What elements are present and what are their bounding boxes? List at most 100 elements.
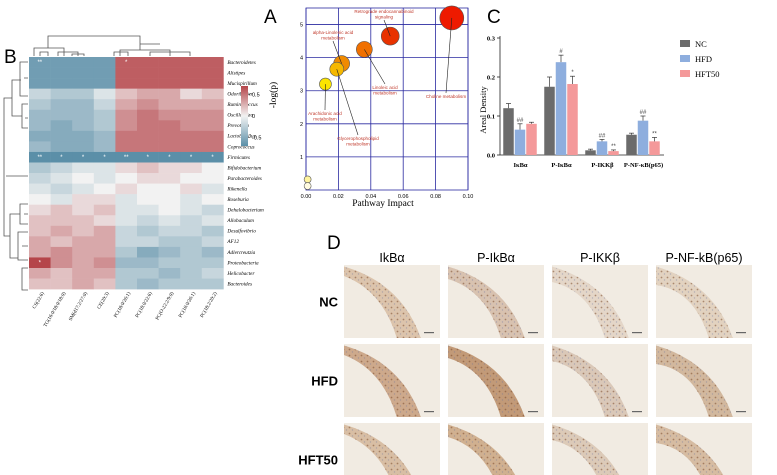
heatmap-cell	[29, 120, 51, 132]
heatmap-cell	[201, 183, 224, 195]
heatmap-cell	[93, 99, 116, 111]
heatmap-cells	[29, 57, 224, 290]
legend-label: HFD	[695, 54, 712, 64]
legend-swatch	[680, 55, 690, 62]
heatmap-cell	[137, 130, 159, 142]
heatmap-row-label: Bacteroidetes	[227, 60, 255, 66]
heatmap-cell	[93, 225, 116, 237]
ihc-tissue-texture	[448, 345, 525, 417]
heatmap-cell	[158, 162, 181, 174]
heatmap-cell	[180, 194, 203, 205]
heatmap-cell	[29, 278, 51, 290]
heatmap-cell	[29, 162, 51, 174]
heatmap-cell	[72, 236, 95, 248]
heatmap-cell	[158, 236, 181, 248]
heatmap-cell	[137, 215, 159, 227]
heatmap-column-labels: CS(22:6)TG(16:0/18:0/18:0) SM(d17:2/27:0)…	[32, 291, 218, 328]
ihc-tissue-texture	[344, 345, 421, 417]
heatmap-cell	[50, 99, 73, 111]
heatmap-cell	[158, 109, 181, 121]
heatmap-cell	[137, 278, 159, 290]
heatmap-column-label: PC(18:0/22:6)	[135, 291, 154, 319]
heatmap-cell	[158, 67, 181, 79]
heatmap-cell	[72, 268, 95, 279]
heatmap-cell	[93, 57, 116, 68]
heatmap-cell	[115, 99, 138, 111]
bubble-y-tick: 2	[300, 122, 303, 128]
heatmap-cell	[137, 236, 159, 248]
ihc-tissue-texture	[552, 266, 629, 338]
heatmap-cell	[93, 141, 116, 153]
heatmap-cell	[180, 99, 203, 111]
heatmap-cell	[158, 278, 181, 290]
heatmap-cell	[115, 151, 138, 163]
heatmap-cell	[72, 215, 95, 227]
heatmap-cell	[158, 173, 181, 184]
colorbar-tick-label: -0.5	[252, 135, 261, 141]
heatmap-cell	[180, 130, 203, 142]
heatmap-cell	[137, 88, 159, 100]
heatmap-cell	[137, 257, 159, 269]
heatmap-cell	[158, 225, 181, 237]
heatmap-cell	[50, 215, 73, 227]
colorbar-tick-label: 0	[252, 114, 255, 120]
bubble-x-tick: 0.02	[333, 194, 344, 200]
heatmap-cell	[93, 88, 116, 100]
heatmap-cell	[50, 120, 73, 132]
heatmap-cell	[50, 151, 73, 163]
bubble-x-tick: 0.00	[301, 194, 312, 200]
heatmap-significance-mark: *	[82, 155, 85, 161]
heatmap-cell	[180, 278, 203, 290]
heatmap-cell	[93, 151, 116, 163]
heatmap-cell	[201, 99, 224, 111]
heatmap-cell	[29, 78, 51, 89]
heatmap-cell	[50, 204, 73, 216]
heatmap-cell	[137, 204, 159, 216]
heatmap-row-label: Bifidobacterium	[227, 164, 261, 171]
heatmap-significance-mark: **	[124, 155, 129, 161]
heatmap-cell	[50, 268, 73, 279]
heatmap-cell	[137, 67, 159, 79]
heatmap-row-label: Bacteroides	[227, 281, 252, 287]
heatmap-column-label: SM(d17:2/27:0)	[69, 291, 90, 322]
ihc-panel: IkBα P-IkBα P-IKKβ P-NF-kB(p65) NC HFD HFT50	[298, 251, 752, 475]
heatmap-cell	[137, 99, 159, 111]
ihc-row-header: NC	[319, 295, 338, 310]
heatmap-cell	[137, 57, 159, 68]
heatmap-cell	[72, 130, 95, 142]
heatmap-cell	[29, 268, 51, 279]
ihc-scale-bar	[528, 411, 538, 413]
heatmap-row-label: Rikenella	[226, 186, 247, 192]
heatmap-cell	[115, 183, 138, 195]
heatmap-row-label: Adlercreutzia	[226, 250, 255, 256]
ihc-scale-bar	[424, 411, 434, 413]
heatmap-cell	[137, 162, 159, 174]
heatmap-cell	[158, 257, 181, 269]
heatmap-cell	[29, 225, 51, 237]
heatmap-cell	[201, 120, 224, 132]
heatmap-row-label: Firmicutes	[226, 155, 249, 161]
heatmap-cell	[72, 57, 95, 68]
bar-rect	[637, 120, 649, 155]
heatmap-cell	[29, 88, 51, 100]
bubble-x-tick: 0.08	[430, 194, 441, 200]
bar-rect	[555, 62, 567, 155]
bar-significance-mark: #	[559, 49, 563, 55]
heatmap-significance-marks: ** *** * * * ** * * * **	[37, 60, 214, 266]
bubble-x-tick: 0.10	[463, 194, 474, 200]
heatmap-significance-mark: *	[103, 155, 106, 161]
heatmap-significance-mark: *	[60, 155, 63, 161]
ihc-tissue-texture	[552, 424, 620, 475]
heatmap-cell	[158, 151, 181, 163]
heatmap-cell	[115, 246, 138, 258]
heatmap-column-label: PC(16:0/26:1)	[178, 291, 197, 319]
heatmap-cell	[201, 204, 224, 216]
heatmap-row-label: Odoribacter	[227, 92, 254, 98]
bubble-label-leader	[336, 69, 359, 136]
ihc-tissue-texture	[344, 266, 421, 338]
heatmap-panel: Bacteroidetes Alistipes Mucispirillum Odori…	[3, 35, 264, 328]
ihc-scale-bar	[424, 332, 434, 334]
heatmap-cell	[158, 268, 181, 279]
heatmap-cell	[93, 236, 116, 248]
heatmap-cell	[201, 194, 224, 205]
